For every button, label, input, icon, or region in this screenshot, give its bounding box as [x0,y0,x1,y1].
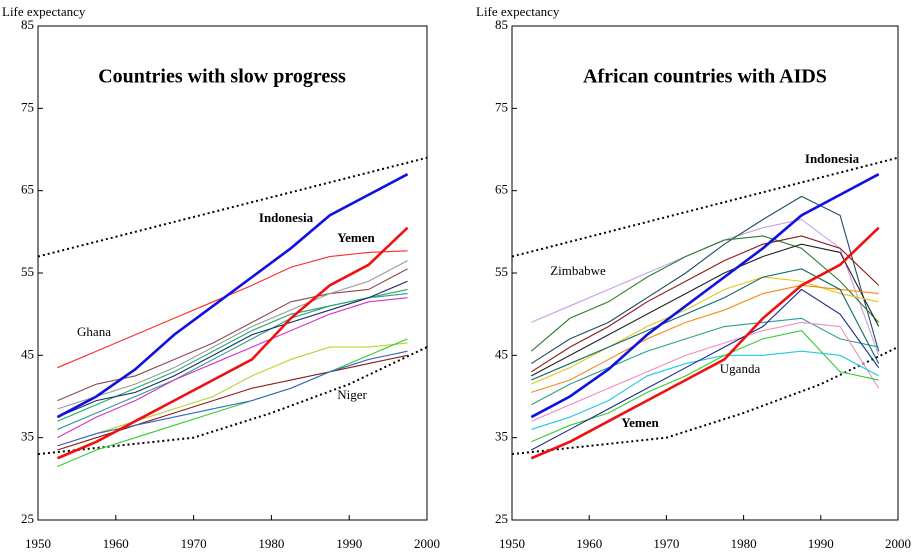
series-line [531,195,880,365]
y-axis-label: Life expectancy [476,4,560,19]
bound-line [38,156,427,258]
plot-frame [37,25,428,521]
annotation: Yemen [337,230,375,245]
bound-line [38,346,427,456]
x-tick-label: 1980 [258,536,284,551]
x-tick-label: 1960 [103,536,129,551]
x-tick-label: 1990 [336,536,362,551]
x-tick-label: 1950 [499,536,525,551]
series-line [531,268,880,381]
annotation: Uganda [720,361,761,376]
series-line [56,226,409,460]
x-tick-label: 1970 [181,536,207,551]
series-line [531,218,880,356]
x-tick-label: 2000 [414,536,440,551]
series-line [57,338,408,467]
series-line [531,321,880,422]
series-line [57,260,408,410]
bound-line [512,346,898,456]
y-tick-label: 45 [495,346,508,361]
series-line [530,226,880,460]
x-tick-label: 1960 [576,536,602,551]
series-line [531,243,880,377]
annotation: Zimbabwe [550,263,606,278]
series-line [57,342,408,447]
x-tick-label: 1950 [25,536,51,551]
y-tick-label: 35 [495,429,508,444]
series-line [57,280,408,418]
chart-title: African countries with AIDS [583,66,827,88]
y-tick-label: 75 [21,99,34,114]
chart-title: Countries with slow progress [98,66,346,88]
y-tick-label: 85 [21,17,34,32]
y-tick-label: 75 [495,99,508,114]
y-tick-label: 55 [495,264,508,279]
series-line [57,268,408,402]
y-tick-label: 55 [21,264,34,279]
series-line [531,350,879,430]
series-line [57,250,408,369]
annotation: Indonesia [259,210,314,225]
x-tick-label: 1990 [808,536,834,551]
series-line [531,288,880,451]
series-line [531,284,879,393]
series-line [57,297,408,439]
series-line [56,173,409,419]
y-tick-label: 65 [21,182,34,197]
y-tick-label: 45 [21,346,34,361]
annotation: Indonesia [805,151,860,166]
series-line [530,235,880,352]
x-tick-label: 1970 [653,536,679,551]
annotation: Niger [337,387,367,402]
annotation: Ghana [77,324,111,339]
series-line [531,235,880,373]
y-tick-label: 25 [495,511,508,526]
series-line [57,350,408,447]
y-tick-label: 65 [495,182,508,197]
series-line [530,173,880,419]
y-tick-label: 25 [21,511,34,526]
y-tick-label: 85 [495,17,508,32]
series-line [531,317,879,406]
annotation: Yemen [621,415,659,430]
series-line [531,276,879,385]
y-axis-label: Life expectancy [2,4,86,19]
bound-line [512,156,898,258]
x-tick-label: 2000 [885,536,911,551]
y-tick-label: 35 [21,429,34,444]
x-tick-label: 1980 [731,536,757,551]
